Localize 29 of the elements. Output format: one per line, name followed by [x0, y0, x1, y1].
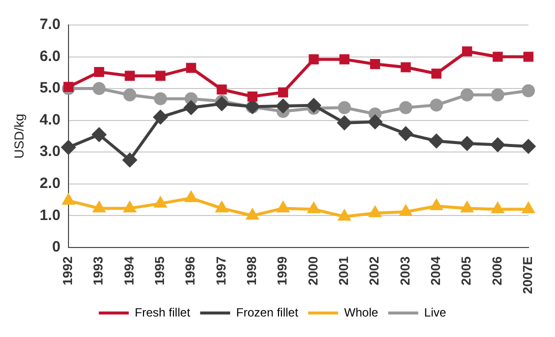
x-tick-label: 1992 — [60, 256, 76, 286]
y-tick-label: 0 — [52, 238, 60, 256]
x-tick-label: 2002 — [366, 256, 382, 286]
x-tick-label: 2004 — [428, 256, 443, 286]
x-tick-label: 2003 — [397, 256, 412, 286]
x-tick-label: 2007E — [520, 256, 535, 294]
x-tick-label: 1993 — [90, 256, 106, 286]
y-tick-label: 1.0 — [40, 206, 60, 224]
x-tick-label: 2005 — [458, 256, 474, 286]
x-tick-label: 1999 — [274, 256, 290, 286]
legend-label: Fresh fillet — [134, 305, 191, 320]
x-tick-label: 1996 — [182, 256, 198, 286]
x-tick-label: 1998 — [244, 256, 260, 286]
x-tick-label: 1995 — [152, 256, 168, 286]
legend-label: Frozen fillet — [236, 305, 299, 320]
x-tick-label: 1997 — [213, 256, 228, 286]
x-tick-label: 2000 — [305, 256, 320, 286]
x-tick-label: 1994 — [121, 256, 136, 286]
y-tick-label: 5.0 — [40, 80, 60, 97]
y-tick-label: 4.0 — [40, 111, 60, 128]
y-tick-label: 2.0 — [40, 175, 60, 192]
legend-label: Live — [424, 305, 447, 320]
y-tick-label: 3.0 — [40, 143, 60, 160]
legend-label: Whole — [344, 305, 379, 320]
x-tick-label: 2006 — [489, 256, 504, 286]
x-tick-label: 2001 — [336, 256, 351, 286]
y-tick-label: 6.0 — [40, 48, 60, 65]
y-tick-label: 7.0 — [40, 16, 60, 34]
y-axis-title: USD/kg — [11, 114, 26, 159]
